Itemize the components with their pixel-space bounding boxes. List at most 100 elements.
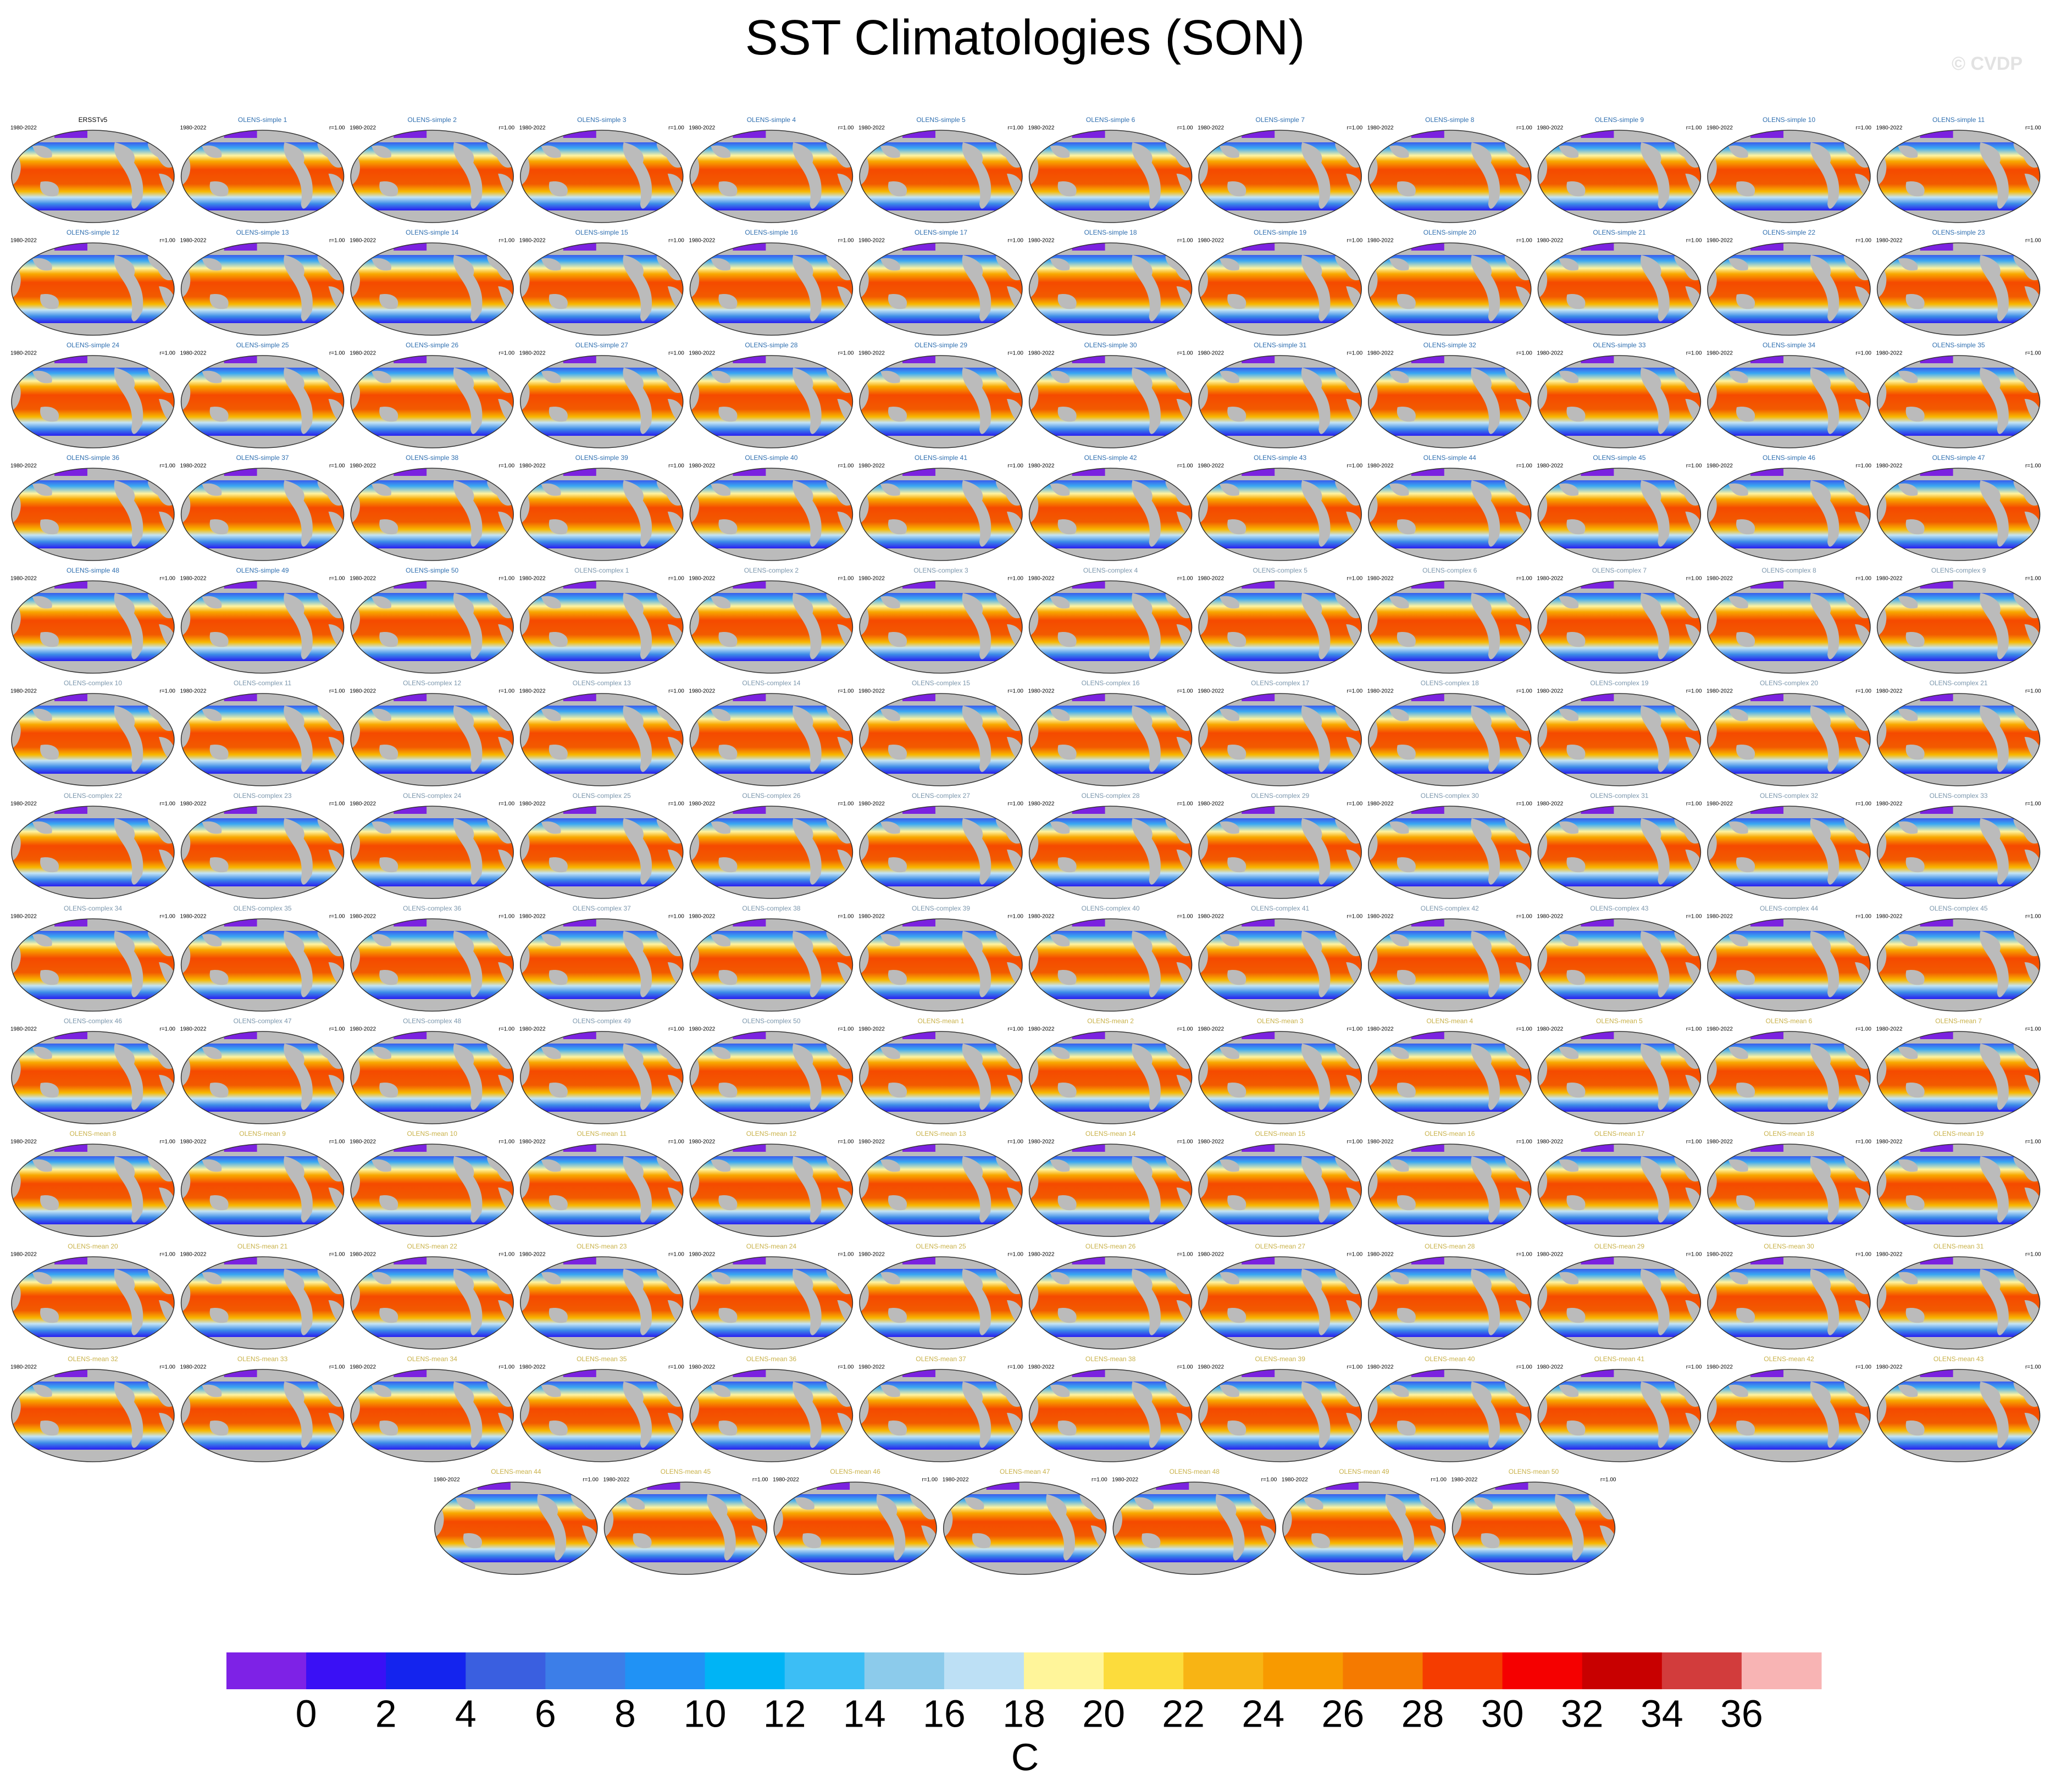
panel: OLENS-complex 43 1980-2022 r=1.00 (1537, 905, 1702, 1012)
map (858, 580, 1023, 674)
panel: OLENS-complex 8 1980-2022 r=1.00 (1707, 567, 1871, 674)
panel: OLENS-complex 15 1980-2022 r=1.00 (858, 679, 1023, 787)
panel-period: 1980-2022 (180, 914, 207, 920)
panel-r: r=1.00 (1686, 689, 1702, 695)
panel: OLENS-mean 27 1980-2022 r=1.00 (1198, 1242, 1362, 1350)
panel: OLENS-simple 50 1980-2022 r=1.00 (350, 567, 514, 674)
panel-title: OLENS-complex 48 (403, 1017, 461, 1025)
panel-period: 1980-2022 (1876, 238, 1903, 244)
panel: OLENS-simple 18 1980-2022 r=1.00 (1028, 229, 1193, 336)
panel-period: 1980-2022 (180, 1364, 207, 1371)
panel-r: r=1.00 (668, 1364, 684, 1371)
panel-title: OLENS-simple 39 (575, 454, 628, 462)
panel-title: OLENS-mean 17 (1594, 1130, 1645, 1138)
panel-period: 1980-2022 (1198, 801, 1224, 807)
panel-r: r=1.00 (2025, 801, 2041, 807)
panel-r: r=1.00 (1177, 125, 1193, 131)
map (1537, 918, 1702, 1012)
panel-title: OLENS-complex 29 (1251, 792, 1309, 800)
panel-title: OLENS-complex 41 (1251, 905, 1309, 912)
panel-title: OLENS-mean 42 (1764, 1355, 1814, 1363)
map (519, 129, 684, 224)
panel: OLENS-simple 42 1980-2022 r=1.00 (1028, 454, 1193, 562)
panel-period: 1980-2022 (858, 801, 885, 807)
panel-title: OLENS-simple 13 (236, 229, 289, 236)
map (350, 354, 514, 449)
panel-period: 1980-2022 (180, 689, 207, 695)
panel-period: 1980-2022 (350, 1252, 376, 1258)
panel-period: 1980-2022 (1707, 351, 1733, 357)
panel-title: OLENS-mean 20 (68, 1242, 118, 1250)
map (1367, 580, 1532, 674)
panel-period: 1980-2022 (858, 1027, 885, 1033)
panel: OLENS-mean 35 1980-2022 r=1.00 (519, 1355, 684, 1463)
panel-title: OLENS-mean 37 (916, 1355, 966, 1363)
panel-title: OLENS-complex 12 (403, 679, 461, 687)
panel: OLENS-simple 47 1980-2022 r=1.00 (1876, 454, 2041, 562)
panel-period: 1980-2022 (1367, 463, 1394, 469)
colorbar-tick-label: 24 (1242, 1692, 1284, 1735)
panel-title: OLENS-simple 19 (1254, 229, 1306, 236)
panel-period: 1980-2022 (858, 914, 885, 920)
panel-r: r=1.00 (1007, 1252, 1023, 1258)
map (1198, 805, 1362, 900)
colorbar-swatch (1263, 1652, 1343, 1689)
map (1451, 1481, 1616, 1575)
panel-title: OLENS-mean 24 (746, 1242, 797, 1250)
panel-title: OLENS-simple 29 (915, 341, 967, 349)
map (10, 1143, 175, 1238)
panel-period: 1980-2022 (519, 238, 546, 244)
panel-title: OLENS-simple 34 (1763, 341, 1815, 349)
panel-period: 1980-2022 (350, 801, 376, 807)
panel-r: r=1.00 (2025, 576, 2041, 582)
panel-r: r=1.00 (499, 576, 515, 582)
panel-title: OLENS-simple 14 (406, 229, 458, 236)
panel-r: r=1.00 (1686, 125, 1702, 131)
panel-title: OLENS-mean 23 (577, 1242, 627, 1250)
panel: OLENS-mean 41 1980-2022 r=1.00 (1537, 1355, 1702, 1463)
panel: OLENS-complex 40 1980-2022 r=1.00 (1028, 905, 1193, 1012)
panel-period: 1980-2022 (180, 238, 207, 244)
panel-period: 1980-2022 (1028, 801, 1055, 807)
panel-title: OLENS-complex 4 (1083, 567, 1138, 574)
map (1367, 805, 1532, 900)
panel-period: 1980-2022 (858, 351, 885, 357)
panel-r: r=1.00 (1177, 576, 1193, 582)
panel-title: OLENS-complex 45 (1930, 905, 1988, 912)
map (858, 692, 1023, 787)
panel: OLENS-mean 21 1980-2022 r=1.00 (180, 1242, 345, 1350)
map (1876, 805, 2041, 900)
panel-r: r=1.00 (1855, 801, 1871, 807)
panel: OLENS-mean 9 1980-2022 r=1.00 (180, 1130, 345, 1238)
panel-period: 1980-2022 (1367, 1364, 1394, 1371)
panel-r: r=1.00 (1347, 351, 1363, 357)
map (1707, 129, 1871, 224)
map (858, 1030, 1023, 1125)
panel-period: 1980-2022 (1537, 238, 1563, 244)
map (519, 1143, 684, 1238)
map (180, 1368, 345, 1463)
map (180, 129, 345, 224)
panel-title: OLENS-mean 14 (1085, 1130, 1136, 1138)
colorbar-tick-label: 34 (1641, 1692, 1683, 1735)
panel-period: 1980-2022 (1198, 576, 1224, 582)
panel: OLENS-complex 27 1980-2022 r=1.00 (858, 792, 1023, 900)
panel-title: OLENS-mean 1 (918, 1017, 965, 1025)
panel: OLENS-complex 39 1980-2022 r=1.00 (858, 905, 1023, 1012)
panel-r: r=1.00 (1686, 238, 1702, 244)
panel-period: 1980-2022 (689, 576, 715, 582)
map (1537, 467, 1702, 562)
panel-title: OLENS-simple 33 (1593, 341, 1645, 349)
panel-r: r=1.00 (499, 1139, 515, 1145)
panel: OLENS-simple 44 1980-2022 r=1.00 (1367, 454, 1532, 562)
colorbar-tick-label: 20 (1082, 1692, 1125, 1735)
panel-title: OLENS-complex 7 (1592, 567, 1647, 574)
figure-title: SST Climatologies (SON) (745, 10, 1305, 65)
panel-r: r=1.00 (499, 238, 515, 244)
panel: OLENS-complex 24 1980-2022 r=1.00 (350, 792, 514, 900)
panel-title: OLENS-complex 8 (1761, 567, 1816, 574)
panel-period: 1980-2022 (603, 1477, 630, 1483)
map (689, 354, 854, 449)
map (689, 580, 854, 674)
panel: OLENS-mean 38 1980-2022 r=1.00 (1028, 1355, 1193, 1463)
